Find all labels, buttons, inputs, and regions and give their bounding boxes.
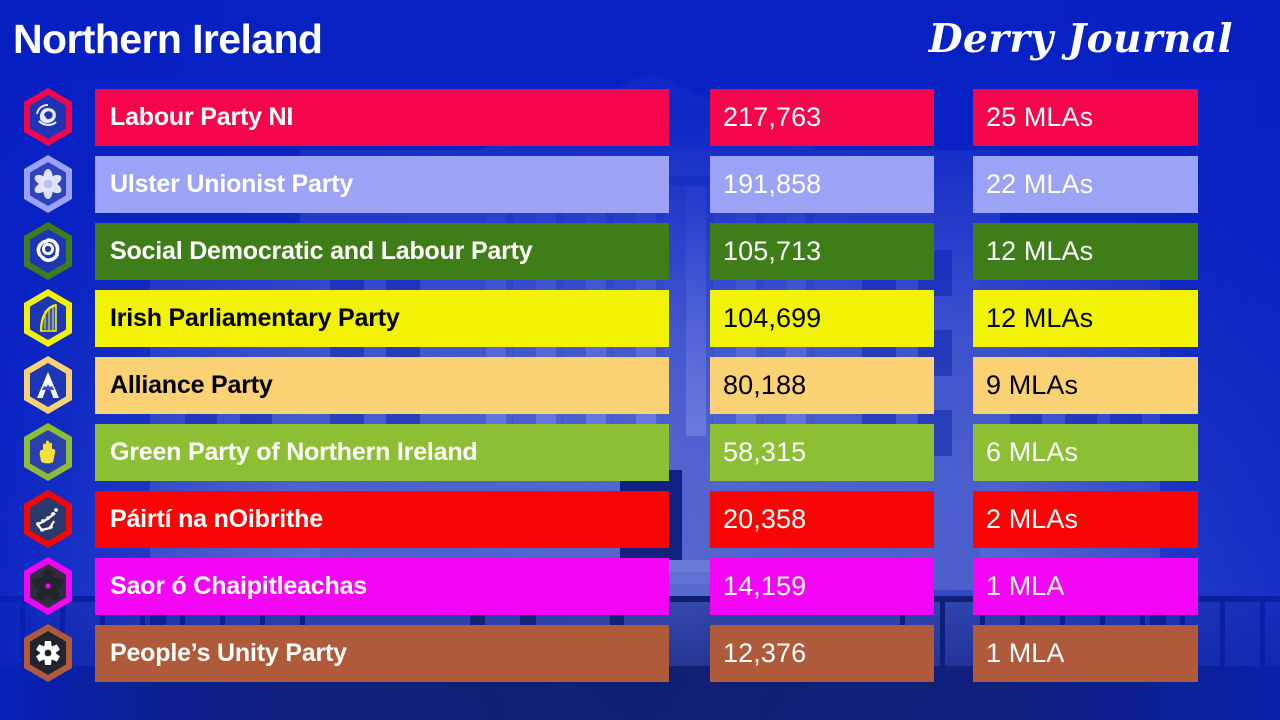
seat-count-label: 1 MLA — [986, 571, 1065, 601]
seat-count-bar: 1 MLA — [973, 558, 1198, 615]
party-name-bar: Saor ó Chaipitleachas — [95, 558, 669, 615]
yellow-hand-icon — [22, 422, 74, 482]
seat-count-label: 6 MLAs — [986, 437, 1079, 467]
seat-count-label: 12 MLAs — [986, 303, 1094, 333]
vote-count-label: 20,358 — [723, 504, 807, 534]
vote-count-bar: 12,376 — [710, 625, 934, 682]
party-name-bar: People’s Unity Party — [95, 625, 669, 682]
seat-count-bar: 1 MLA — [973, 625, 1198, 682]
party-name-label: Social Democratic and Labour Party — [110, 237, 533, 265]
vote-count-label: 105,713 — [723, 236, 822, 266]
party-name-label: Labour Party NI — [110, 103, 294, 131]
table-row: Social Democratic and Labour Party 105,71… — [0, 221, 1280, 281]
starry-plough-icon — [22, 489, 74, 549]
vote-count-bar: 191,858 — [710, 156, 934, 213]
party-name-bar: Labour Party NI — [95, 89, 669, 146]
table-row: Saor ó Chaipitleachas 14,159 1 MLA — [0, 556, 1280, 616]
seat-count-label: 2 MLAs — [986, 504, 1079, 534]
letter-a-icon — [22, 355, 74, 415]
seat-count-bar: 25 MLAs — [973, 89, 1198, 146]
derry-journal-masthead: Derry Journal — [928, 16, 1233, 62]
page-title: Northern Ireland — [13, 16, 323, 62]
clasped-hands-circle-icon — [22, 623, 74, 683]
seat-count-label: 22 MLAs — [986, 169, 1094, 199]
vote-count-bar: 217,763 — [710, 89, 934, 146]
party-name-label: Páirtí na nOibrithe — [110, 505, 323, 533]
seat-count-label: 9 MLAs — [986, 370, 1079, 400]
party-name-label: Alliance Party — [110, 371, 273, 399]
seat-count-bar: 12 MLAs — [973, 223, 1198, 280]
vote-count-bar: 104,699 — [710, 290, 934, 347]
seat-count-bar: 6 MLAs — [973, 424, 1198, 481]
party-name-bar: Irish Parliamentary Party — [95, 290, 669, 347]
trefoil-icon — [22, 221, 74, 281]
vote-count-bar: 14,159 — [710, 558, 934, 615]
table-row: Ulster Unionist Party 191,858 22 MLAs — [0, 154, 1280, 214]
party-name-bar: Alliance Party — [95, 357, 669, 414]
party-name-label: Green Party of Northern Ireland — [110, 438, 478, 466]
ulster-hand-flower-icon — [22, 154, 74, 214]
vote-count-label: 14,159 — [723, 571, 807, 601]
vote-count-bar: 105,713 — [710, 223, 934, 280]
party-name-bar: Páirtí na nOibrithe — [95, 491, 669, 548]
table-row: Labour Party NI 217,763 25 MLAs — [0, 87, 1280, 147]
table-row: Alliance Party 80,188 9 MLAs — [0, 355, 1280, 415]
party-name-bar: Social Democratic and Labour Party — [95, 223, 669, 280]
seat-count-bar: 9 MLAs — [973, 357, 1198, 414]
vote-count-bar: 20,358 — [710, 491, 934, 548]
party-name-label: Ulster Unionist Party — [110, 170, 354, 198]
rose-icon — [22, 87, 74, 147]
table-row: Páirtí na nOibrithe 20,358 2 MLAs — [0, 489, 1280, 549]
dark-flower-icon — [22, 556, 74, 616]
vote-count-label: 191,858 — [723, 169, 822, 199]
vote-count-label: 12,376 — [723, 638, 807, 668]
party-name-label: People’s Unity Party — [110, 639, 347, 667]
vote-count-bar: 58,315 — [710, 424, 934, 481]
table-row: Green Party of Northern Ireland 58,315 6 M… — [0, 422, 1280, 482]
party-name-label: Irish Parliamentary Party — [110, 304, 400, 332]
seat-count-bar: 22 MLAs — [973, 156, 1198, 213]
party-name-bar: Green Party of Northern Ireland — [95, 424, 669, 481]
seat-count-label: 1 MLA — [986, 638, 1065, 668]
vote-count-label: 217,763 — [723, 102, 822, 132]
seat-count-label: 12 MLAs — [986, 236, 1094, 266]
vote-count-label: 80,188 — [723, 370, 807, 400]
party-name-bar: Ulster Unionist Party — [95, 156, 669, 213]
seat-count-label: 25 MLAs — [986, 102, 1094, 132]
header: Northern Ireland Derry Journal — [0, 0, 1280, 82]
vote-count-label: 104,699 — [723, 303, 822, 333]
table-row: People’s Unity Party 12,376 1 MLA — [0, 623, 1280, 683]
seat-count-bar: 2 MLAs — [973, 491, 1198, 548]
harp-icon — [22, 288, 74, 348]
vote-count-bar: 80,188 — [710, 357, 934, 414]
party-name-label: Saor ó Chaipitleachas — [110, 572, 367, 600]
vote-count-label: 58,315 — [723, 437, 807, 467]
seat-count-bar: 12 MLAs — [973, 290, 1198, 347]
table-row: Irish Parliamentary Party 104,699 12 MLAs — [0, 288, 1280, 348]
